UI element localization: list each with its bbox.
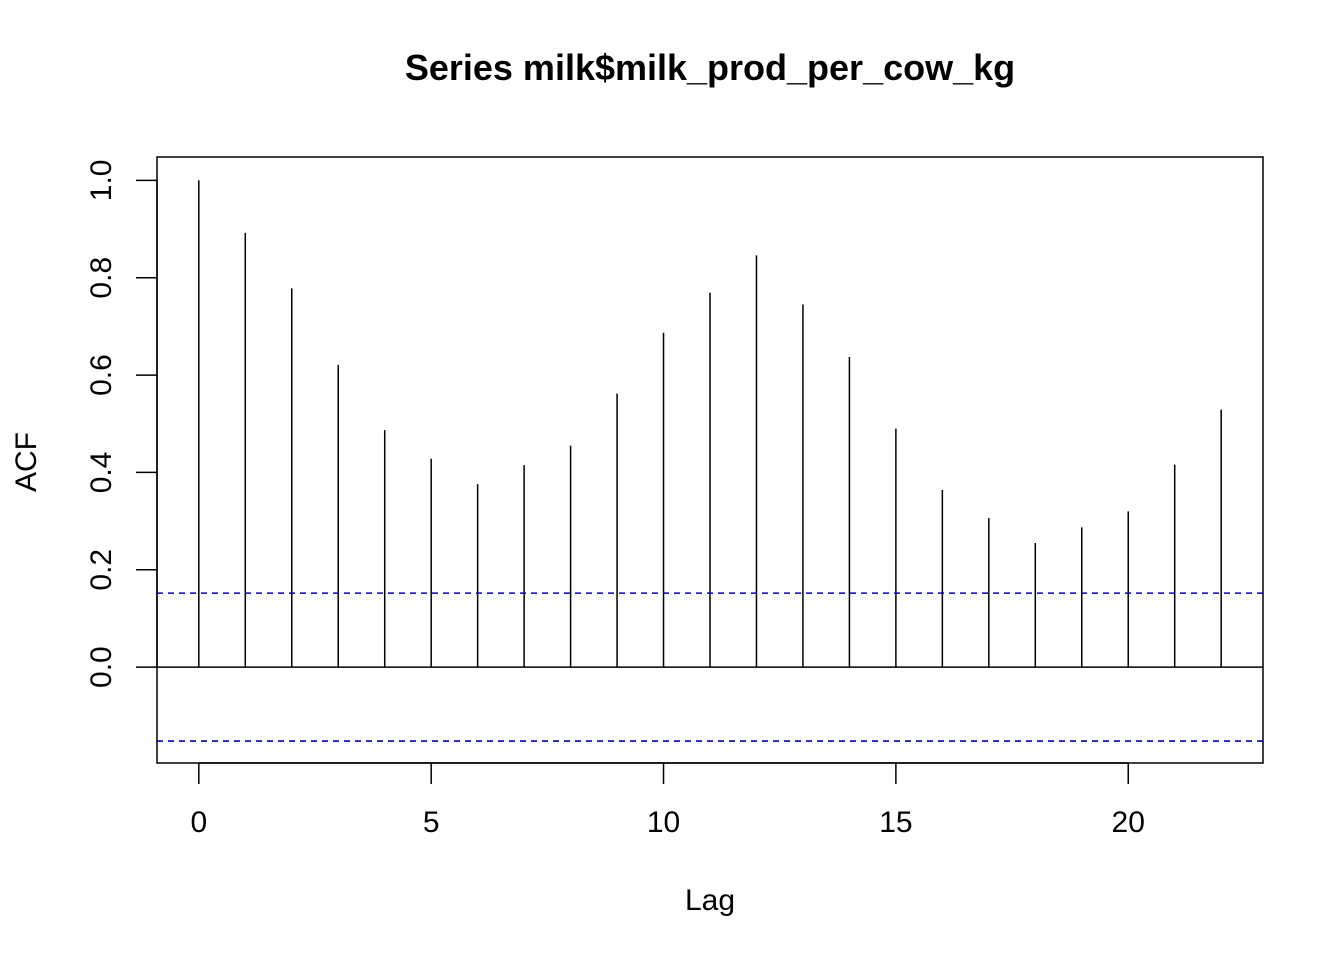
y-tick-label-0.0: 0.0: [85, 646, 118, 688]
x-tick-label-15: 15: [879, 806, 912, 839]
y-tick-label-0.6: 0.6: [85, 354, 118, 396]
y-tick-label-0.4: 0.4: [85, 452, 118, 494]
x-axis-label: Lag: [685, 884, 735, 917]
y-tick-label-1.0: 1.0: [85, 160, 118, 202]
y-tick-label-0.8: 0.8: [85, 257, 118, 299]
x-axis: 0 5 10 15 20: [190, 762, 1145, 839]
y-tick-label-0.2: 0.2: [85, 549, 118, 591]
acf-bars: [157, 180, 1263, 668]
x-tick-label-20: 20: [1112, 806, 1145, 839]
x-tick-label-10: 10: [647, 806, 680, 839]
y-axis: 0.0 0.2 0.4 0.6 0.8 1.0: [85, 160, 158, 688]
x-tick-label-5: 5: [423, 806, 440, 839]
chart-title: Series milk$milk_prod_per_cow_kg: [405, 47, 1015, 88]
confidence-lines: [157, 592, 1263, 742]
y-axis-label: ACF: [10, 432, 43, 492]
x-tick-label-0: 0: [190, 806, 207, 839]
